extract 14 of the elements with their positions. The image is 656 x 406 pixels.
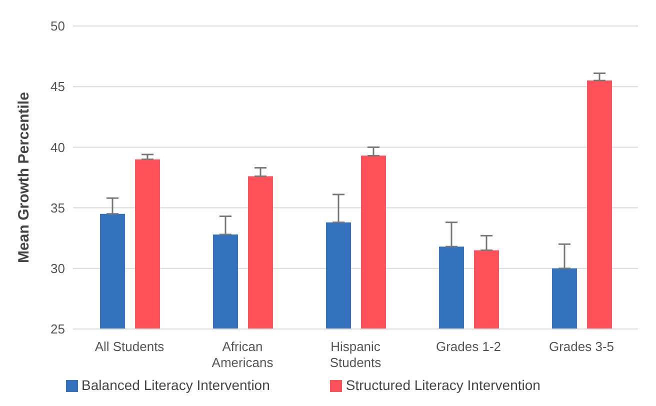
x-tick-label: All Students	[94, 339, 165, 354]
y-axis-title: Mean Growth Percentile	[15, 92, 32, 263]
y-tick-label: 35	[50, 200, 65, 216]
y-tick-label: 30	[50, 261, 65, 276]
y-tick-label: 25	[50, 322, 65, 337]
x-tick-label: Grades 1-2	[436, 339, 502, 354]
x-tick-label: African Americans	[212, 339, 274, 370]
x-tick-label: Hispanic Students	[330, 339, 382, 370]
y-tick-label: 40	[50, 140, 65, 155]
y-tick-label: 50	[50, 18, 65, 34]
legend-label: Structured Literacy Intervention	[346, 377, 540, 393]
legend-label: Balanced Literacy Intervention	[82, 377, 270, 393]
y-tick-label: 45	[50, 79, 65, 94]
x-tick-label: Grades 3-5	[548, 339, 614, 354]
